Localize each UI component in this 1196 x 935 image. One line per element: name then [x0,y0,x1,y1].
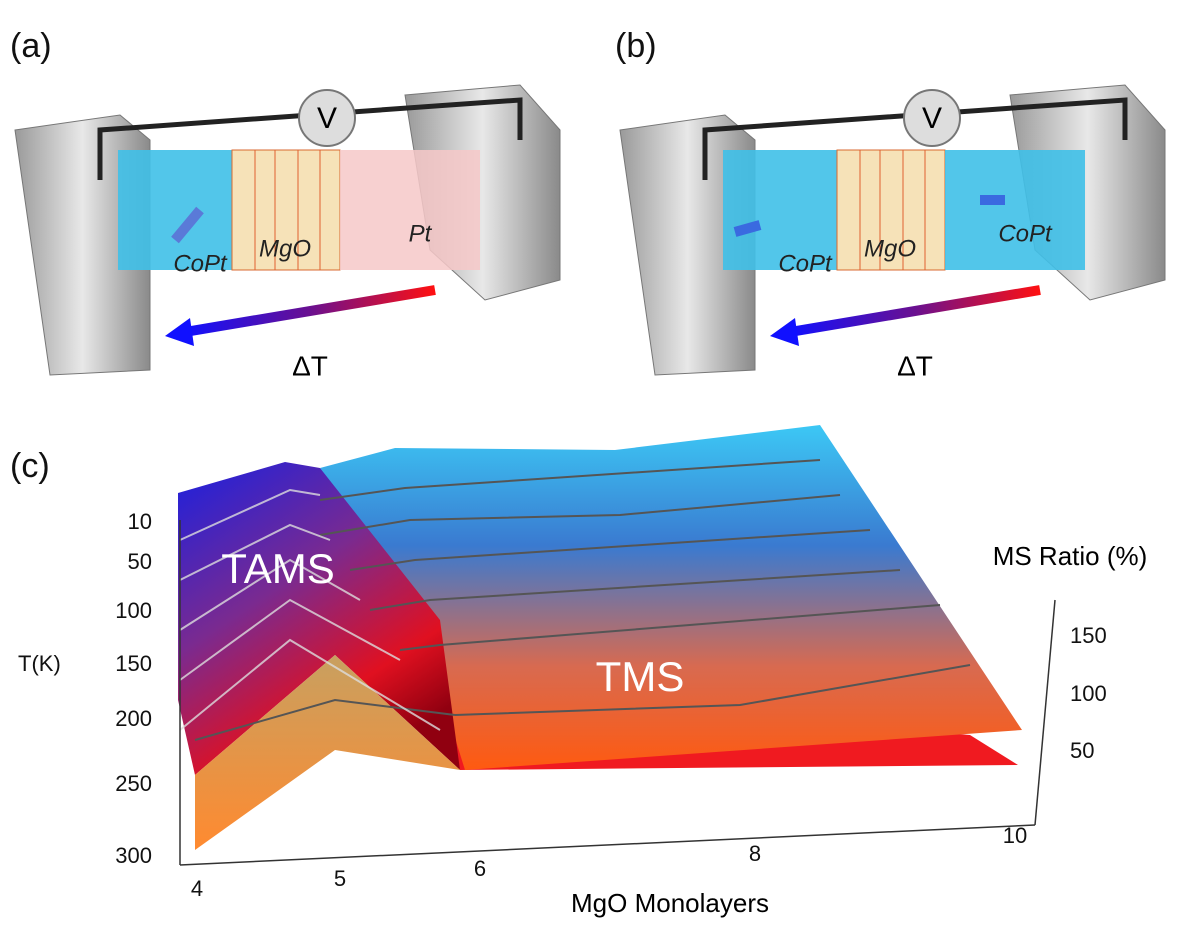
y-tick-label: 200 [115,706,152,731]
panel-label: (a) [10,27,52,65]
surface [195,655,460,850]
meter: V [317,102,337,135]
y-axis-label: T(K) [18,651,61,676]
panel-c: (c) 10 50 100 150 200 250 300 T(K) 4 5 6… [10,425,1147,918]
z-tick-label: 150 [1070,623,1107,648]
spin-arrow [171,206,204,244]
layer-label: CoPt [173,250,228,277]
gradient-label: ΔT [897,350,933,381]
layer-label: CoPt [998,220,1053,247]
annotation: TMS [596,653,685,700]
layer-label: MgO [259,235,311,262]
x-axis-label: MgO Monolayers [571,888,769,918]
z-tick-label: 50 [1070,738,1094,763]
copt-layer [945,150,1085,270]
x-tick-label: 8 [749,841,761,866]
y-tick-label: 100 [115,598,152,623]
x-tick-label: 6 [474,856,486,881]
pt-layer [340,150,480,270]
panel-label: (b) [615,27,657,65]
y-tick-label: 250 [115,771,152,796]
gradient-label: ΔT [292,350,328,381]
y-tick-label: 300 [115,843,152,868]
x-tick-label: 10 [1003,823,1027,848]
y-tick-label: 150 [115,651,152,676]
y-tick-label: 10 [128,509,152,534]
x-tick-label: 5 [334,866,346,891]
x-tick-label: 4 [191,876,203,901]
surface [178,462,460,775]
surface [320,425,1022,770]
layer-label: MgO [864,235,916,262]
z-tick-label: 100 [1070,681,1107,706]
annotation: TAMS [221,545,335,592]
panel-b: (b) CoPt MgO CoPt V ΔT [615,27,1165,381]
contours [179,488,441,731]
spin-arrow [733,220,762,237]
layer-label: CoPt [778,250,833,277]
y-tick-label: 50 [128,549,152,574]
axes [179,520,1056,866]
meter: V [922,102,942,135]
panel-label: (c) [10,447,50,485]
contours [194,459,971,741]
z-axis-label: MS Ratio (%) [993,541,1148,571]
layer-label: Pt [409,220,433,247]
panel-a: (a) CoPt MgO Pt V ΔT [10,27,560,381]
